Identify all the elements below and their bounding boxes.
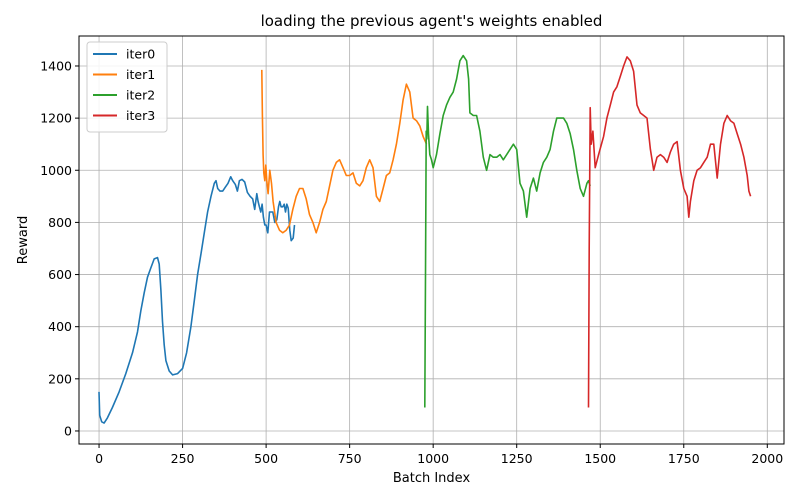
legend-box [86,41,168,133]
legend-label-iter0: iter0 [126,47,155,62]
y-tick-label: 1200 [40,111,72,126]
x-tick-label: 0 [95,451,103,466]
series-line-iter1 [261,69,428,234]
x-tick-label: 1500 [584,451,616,466]
series-line-iter3 [587,56,752,408]
y-tick-label: 800 [48,215,72,230]
x-tick-label: 1250 [501,451,533,466]
y-tick-label: 200 [48,371,72,386]
y-tick-label: 600 [48,267,72,282]
legend-label-iter2: iter2 [126,88,155,103]
x-tick-label: 750 [338,451,362,466]
x-tick-label: 250 [171,451,195,466]
x-axis-label: Batch Index [393,471,471,486]
x-tick-label: 2000 [751,451,783,466]
plot-frame [78,35,785,445]
series-line-iter0 [98,176,296,424]
y-tick-label: 1400 [40,58,72,73]
series-lines [98,54,752,424]
x-tick-label: 500 [254,451,278,466]
y-tick-label: 1000 [40,163,72,178]
y-tick-label: 0 [64,423,72,438]
series-line-iter2 [424,54,591,408]
x-tick-label: 1000 [417,451,449,466]
x-tick-label: 1750 [668,451,700,466]
y-tick-label: 400 [48,319,72,334]
legend: iter0 iter1 iter2 iter3 [86,41,168,133]
grid [79,36,784,444]
legend-label-iter1: iter1 [126,67,155,82]
axis-ticks: 0 250 500 750 1000 1250 1500 1750 2000 0 200 400 600… [40,58,783,466]
y-axis-label: Reward [16,216,31,264]
legend-label-iter3: iter3 [126,108,155,123]
chart-title: loading the previous agent's weights ena… [261,12,603,30]
